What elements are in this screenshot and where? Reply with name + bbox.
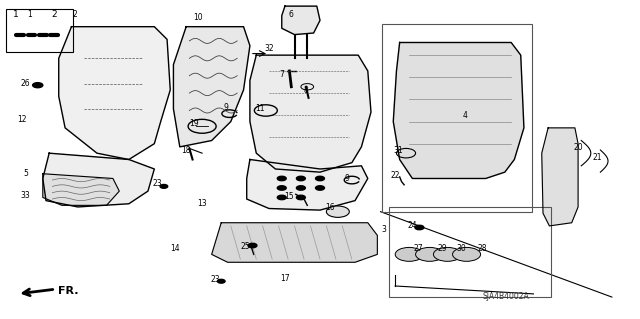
Text: 28: 28 bbox=[477, 244, 487, 253]
Text: 20: 20 bbox=[573, 143, 583, 152]
Text: 25: 25 bbox=[241, 242, 250, 251]
Text: 16: 16 bbox=[324, 203, 334, 212]
Text: 27: 27 bbox=[414, 244, 424, 253]
Text: FR.: FR. bbox=[58, 286, 79, 296]
Circle shape bbox=[296, 176, 305, 181]
Circle shape bbox=[277, 176, 286, 181]
Text: 2: 2 bbox=[72, 10, 77, 19]
Circle shape bbox=[326, 206, 349, 217]
Polygon shape bbox=[541, 128, 578, 226]
Circle shape bbox=[452, 248, 481, 261]
Text: 9: 9 bbox=[344, 174, 349, 183]
Polygon shape bbox=[394, 42, 524, 178]
Polygon shape bbox=[43, 174, 119, 205]
Circle shape bbox=[248, 243, 257, 248]
Text: 24: 24 bbox=[408, 221, 417, 230]
Circle shape bbox=[395, 248, 423, 261]
Text: 12: 12 bbox=[18, 115, 27, 124]
Text: 18: 18 bbox=[181, 146, 191, 155]
Text: 21: 21 bbox=[593, 153, 602, 162]
Text: 8: 8 bbox=[303, 86, 308, 95]
Text: 15: 15 bbox=[285, 192, 294, 201]
Text: 10: 10 bbox=[193, 13, 202, 22]
Circle shape bbox=[415, 225, 424, 230]
Text: 5: 5 bbox=[23, 169, 28, 178]
Text: 9: 9 bbox=[223, 103, 228, 112]
Text: 3: 3 bbox=[381, 225, 386, 234]
Text: 13: 13 bbox=[197, 199, 207, 208]
Polygon shape bbox=[282, 6, 320, 34]
Text: SJA4B4002A: SJA4B4002A bbox=[483, 292, 529, 300]
Text: 31: 31 bbox=[393, 146, 403, 155]
Circle shape bbox=[277, 186, 286, 190]
Circle shape bbox=[296, 195, 305, 200]
Text: 2: 2 bbox=[51, 11, 57, 19]
Polygon shape bbox=[246, 160, 368, 210]
Text: 32: 32 bbox=[264, 44, 274, 53]
Bar bbox=[389, 207, 551, 297]
Polygon shape bbox=[59, 27, 170, 160]
Circle shape bbox=[296, 186, 305, 190]
Text: 11: 11 bbox=[255, 104, 264, 113]
Polygon shape bbox=[250, 55, 371, 172]
Text: 33: 33 bbox=[20, 191, 31, 200]
Text: 23: 23 bbox=[153, 179, 163, 188]
Circle shape bbox=[218, 279, 225, 283]
Text: 1: 1 bbox=[13, 11, 19, 19]
Text: 22: 22 bbox=[390, 171, 400, 181]
Text: 7: 7 bbox=[279, 70, 284, 79]
Circle shape bbox=[277, 195, 286, 200]
Text: 4: 4 bbox=[463, 111, 468, 120]
Text: 19: 19 bbox=[189, 119, 198, 128]
Polygon shape bbox=[212, 223, 378, 262]
Text: 26: 26 bbox=[20, 79, 31, 88]
Polygon shape bbox=[43, 153, 154, 207]
Circle shape bbox=[433, 248, 461, 261]
Circle shape bbox=[33, 83, 43, 88]
Text: 29: 29 bbox=[438, 244, 447, 253]
Circle shape bbox=[160, 184, 168, 188]
Polygon shape bbox=[173, 27, 250, 147]
Circle shape bbox=[316, 176, 324, 181]
Circle shape bbox=[316, 186, 324, 190]
Bar bbox=[6, 9, 74, 52]
Circle shape bbox=[415, 248, 444, 261]
Text: 14: 14 bbox=[170, 244, 180, 253]
Text: 17: 17 bbox=[280, 274, 290, 283]
Text: 30: 30 bbox=[456, 244, 467, 253]
Bar bbox=[383, 24, 532, 212]
Text: 23: 23 bbox=[210, 275, 220, 284]
Text: 1: 1 bbox=[28, 10, 33, 19]
Text: 6: 6 bbox=[289, 10, 294, 19]
